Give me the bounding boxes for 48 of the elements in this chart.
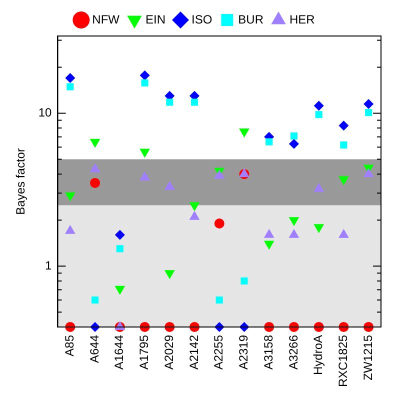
x-tick-label: A644 [87, 334, 102, 363]
point [365, 109, 372, 116]
x-tick-label: ZW1215 [360, 334, 375, 380]
x-tick-label: A2142 [186, 334, 201, 370]
x-tick-label: A2319 [236, 334, 251, 370]
point [338, 120, 349, 131]
point [90, 138, 100, 148]
point [214, 218, 224, 229]
x-tick-label: A2029 [162, 334, 176, 370]
x-tick-label: A3158 [261, 334, 276, 370]
point [315, 111, 322, 118]
point [340, 141, 348, 149]
x-tick-label: RXC1825 [336, 334, 350, 387]
y-axis-title: Bayes factor [14, 148, 28, 215]
legend-label: BUR [238, 12, 264, 26]
point [364, 98, 374, 109]
x-tick-label: HydroA [311, 334, 326, 375]
point [92, 296, 99, 304]
point [64, 192, 76, 202]
x-tick-label: A2255 [212, 334, 226, 370]
point [141, 79, 148, 86]
x-tick-label: A3266 [286, 334, 300, 370]
legend-label: HER [290, 12, 316, 26]
y-tick-label: 10 [38, 106, 52, 120]
point [66, 83, 74, 90]
point [190, 98, 198, 106]
point [166, 98, 174, 106]
legend-label: NFW [92, 12, 120, 26]
x-tick-label: A1644 [112, 334, 126, 370]
point [290, 132, 298, 140]
point [65, 73, 76, 83]
point [90, 178, 100, 188]
x-tick-label: A1795 [137, 334, 152, 370]
point [116, 245, 124, 252]
legend-label: ISO [191, 12, 212, 26]
point [314, 100, 324, 111]
point [266, 138, 273, 146]
point [363, 168, 374, 178]
point [288, 138, 299, 149]
point [216, 296, 223, 304]
point [114, 230, 125, 240]
point [239, 128, 250, 138]
y-tick-label: 1 [45, 258, 52, 272]
legend-label: EIN [145, 12, 166, 26]
point [140, 70, 150, 80]
point [90, 163, 100, 172]
point [240, 277, 248, 284]
x-tick-label: A85 [62, 334, 76, 356]
